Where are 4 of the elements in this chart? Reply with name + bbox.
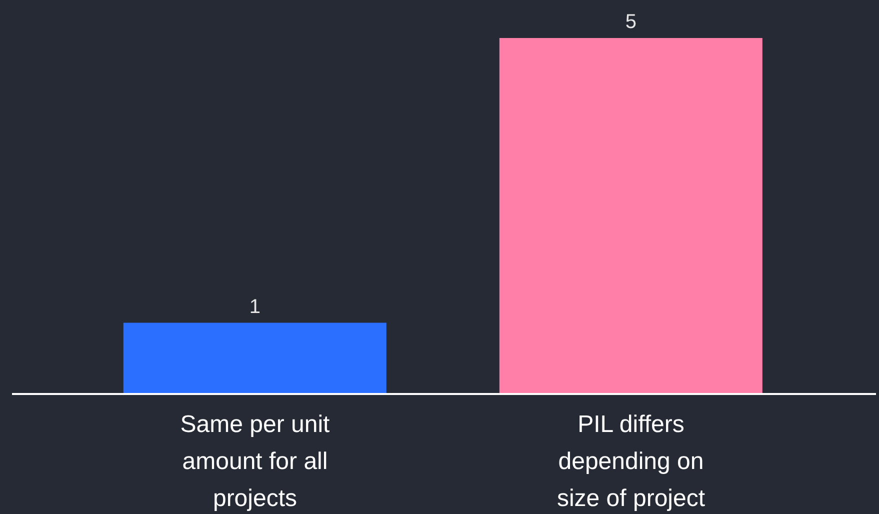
x-tick-label: PIL differs depending on size of project	[556, 411, 706, 512]
x-tick-label: Same per unit amount for all projects	[180, 411, 330, 512]
data-label: 1	[249, 296, 260, 318]
data-label: 5	[625, 11, 636, 33]
